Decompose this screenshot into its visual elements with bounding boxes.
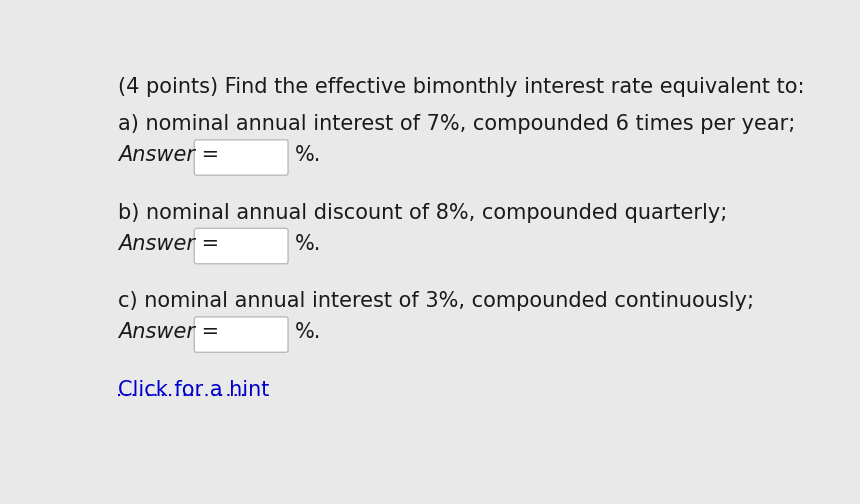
Text: %.: %.	[295, 145, 322, 165]
Text: Answer =: Answer =	[119, 145, 219, 165]
FancyBboxPatch shape	[194, 140, 288, 175]
Text: %.: %.	[295, 234, 322, 254]
Text: Answer =: Answer =	[119, 322, 219, 342]
Text: Answer =: Answer =	[119, 234, 219, 254]
Text: Click for a hint: Click for a hint	[119, 380, 270, 400]
FancyBboxPatch shape	[194, 317, 288, 352]
Text: a) nominal annual interest of 7%, compounded 6 times per year;: a) nominal annual interest of 7%, compou…	[119, 114, 796, 135]
FancyBboxPatch shape	[194, 228, 288, 264]
Text: b) nominal annual discount of 8%, compounded quarterly;: b) nominal annual discount of 8%, compou…	[119, 203, 728, 223]
Text: %.: %.	[295, 322, 322, 342]
Text: (4 points) Find the effective bimonthly interest rate equivalent to:: (4 points) Find the effective bimonthly …	[119, 78, 805, 97]
Text: c) nominal annual interest of 3%, compounded continuously;: c) nominal annual interest of 3%, compou…	[119, 291, 754, 311]
